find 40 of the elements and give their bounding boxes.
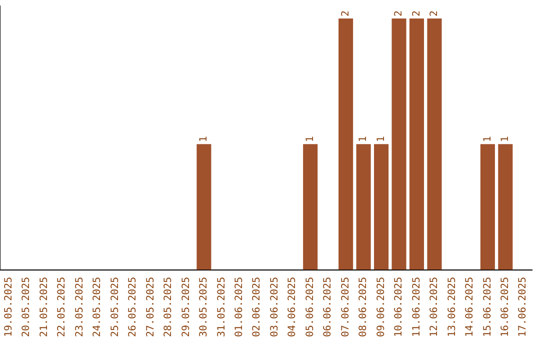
data-label: 1 xyxy=(304,136,316,142)
x-tick-label: 20.05.2025 xyxy=(21,276,32,338)
x-tick-label: 28.05.2025 xyxy=(163,276,174,338)
data-label: 2 xyxy=(340,10,352,17)
x-tick-label: 24.05.2025 xyxy=(92,276,104,338)
x-tick-label: 06.06.2025 xyxy=(322,276,334,338)
data-label: 1 xyxy=(482,136,494,142)
data-label: 1 xyxy=(198,136,210,142)
x-tick-label: 25.05.2025 xyxy=(110,276,121,338)
x-tick-label: 09.06.2025 xyxy=(376,276,387,338)
x-tick-label: 07.06.2025 xyxy=(340,276,352,338)
x-tick-label: 05.06.2025 xyxy=(304,276,316,338)
data-label: 1 xyxy=(500,136,511,142)
x-tick-label: 12.06.2025 xyxy=(429,276,440,338)
x-tick-label: 26.05.2025 xyxy=(128,276,139,338)
data-label: 1 xyxy=(358,136,370,142)
x-tick-label: 16.06.2025 xyxy=(500,276,511,338)
x-tick-label: 15.06.2025 xyxy=(482,276,494,338)
x-tick-label: 03.06.2025 xyxy=(269,276,280,338)
x-tick-label: 04.06.2025 xyxy=(287,276,298,338)
x-tick-label: 22.05.2025 xyxy=(56,276,68,338)
x-tick-label: 19.05.2025 xyxy=(3,276,14,338)
x-tick-label: 17.06.2025 xyxy=(518,276,529,338)
data-label: 1 xyxy=(376,136,387,142)
x-tick-label: 30.05.2025 xyxy=(198,276,210,338)
x-tick-label: 27.05.2025 xyxy=(145,276,156,338)
x-tick-label: 01.06.2025 xyxy=(234,276,245,338)
data-label: 2 xyxy=(411,10,422,17)
x-tick-label: 02.06.2025 xyxy=(252,276,263,338)
x-tick-label: 13.06.2025 xyxy=(446,276,458,338)
data-label: 2 xyxy=(429,10,440,17)
x-tick-label: 10.06.2025 xyxy=(394,276,405,338)
x-tick-label: 23.05.2025 xyxy=(74,276,86,338)
x-tick-label: 08.06.2025 xyxy=(358,276,370,338)
data-label: 2 xyxy=(394,10,405,17)
x-tick-label: 31.05.2025 xyxy=(216,276,228,338)
x-tick-label: 29.05.2025 xyxy=(180,276,192,338)
x-tick-label: 21.05.2025 xyxy=(38,276,50,338)
x-tick-label: 11.06.2025 xyxy=(411,276,422,338)
x-tick-label: 14.06.2025 xyxy=(464,276,476,338)
